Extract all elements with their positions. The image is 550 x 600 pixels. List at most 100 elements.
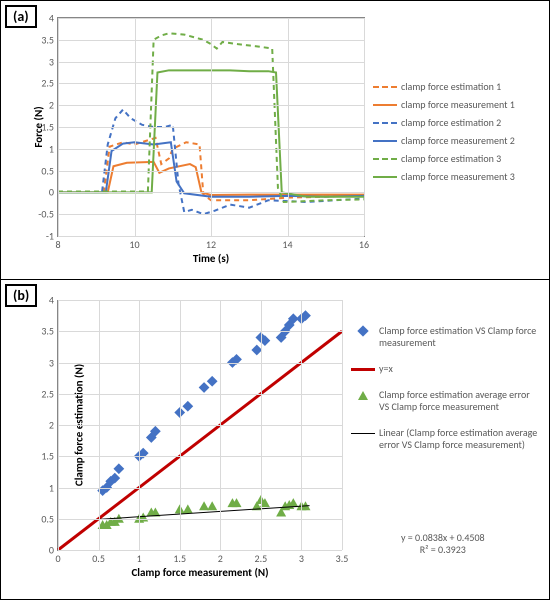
ytick-label: 0.5 [41,512,58,525]
plot-a-xlabel: Time (s) [193,252,229,265]
legend-item: Clamp force estimation VS Clamp force me… [351,325,541,349]
gridline-v [58,300,59,550]
gridline-v [99,300,100,550]
gridline-v [180,300,181,550]
gridline-v [301,300,302,550]
marker-diamond [113,463,124,474]
xtick-label: 1 [137,550,142,565]
gridline-v [58,18,59,236]
marker-diamond [199,382,210,393]
panel-b-label: (b) [5,284,37,307]
xtick-label: 10 [129,236,139,251]
marker-diamond [207,376,218,387]
legend-swatch [351,389,375,401]
legend-a: clamp force estimation 1 clamp force meas… [373,81,543,189]
ytick-label: 2.5 [41,387,58,400]
gridline-v [342,300,343,550]
gridline-h [58,331,342,332]
gridline-h [58,300,342,301]
ytick-label: 1.5 [41,121,58,134]
legend-item: Clamp force estimation average error VS … [351,389,541,413]
ytick-label: 2.5 [41,77,58,90]
legend-label: clamp force estimation 3 [401,153,543,165]
legend-label: Clamp force estimation VS Clamp force me… [379,325,541,349]
gridline-v [139,300,140,550]
plot-a-area: Force (N) Time (s) -1-0.500.511.522.533.… [57,17,365,237]
legend-swatch [373,135,397,147]
marker-triangle [199,501,209,510]
eqn-line2: R² = 0.3923 [401,544,485,556]
xtick-label: 3 [299,550,304,565]
gridline-h [58,394,342,395]
legend-label: clamp force estimation 2 [401,117,543,129]
legend-item: clamp force estimation 1 [373,81,543,93]
legend-swatch [373,153,397,165]
ytick-label: 3.5 [41,33,58,46]
legend-swatch [373,99,397,111]
gridline-h [58,488,342,489]
ytick-label: 0.5 [41,164,58,177]
legend-item: Linear (Clamp force estimation average e… [351,427,541,451]
legend-label: clamp force measurement 3 [401,171,543,183]
xtick-label: 0 [55,550,60,565]
legend-item: y=x [351,363,541,375]
gridline-v [211,18,212,236]
plot-b-xlabel: Clamp force measurement (N) [131,566,268,579]
ytick-label: 4 [49,294,58,307]
marker-triangle [207,501,217,510]
gridline-v [135,18,136,236]
xtick-label: 16 [359,236,369,251]
panel-a: (a) Force (N) Time (s) -1-0.500.511.522.… [1,1,549,279]
legend-label: Linear (Clamp force estimation average e… [379,427,541,451]
legend-label: Clamp force estimation average error VS … [379,389,541,413]
ytick-label: 3.5 [41,325,58,338]
legend-item: clamp force measurement 2 [373,135,543,147]
ytick-label: 4 [49,12,58,25]
marker-diamond [182,401,193,412]
legend-label: clamp force measurement 2 [401,135,543,147]
legend-item: clamp force measurement 3 [373,171,543,183]
panel-a-label: (a) [5,5,37,28]
ytick-label: 2 [49,99,58,112]
legend-b: Clamp force estimation VS Clamp force me… [351,325,541,465]
gridline-v [261,300,262,550]
gridline-h [58,456,342,457]
gridline-h [58,519,342,520]
ytick-label: 3 [49,356,58,369]
regression-equation: y = 0.0838x + 0.4508 R² = 0.3923 [401,532,485,556]
xtick-label: 8 [55,236,60,251]
plot-b-area: Clamp force estimation (N) Clamp force m… [57,300,342,551]
ytick-label: 1.5 [41,450,58,463]
ytick-label: 2 [49,419,58,432]
legend-item: clamp force estimation 3 [373,153,543,165]
legend-label: y=x [379,363,541,375]
reference-line [58,331,342,550]
gridline-h [58,363,342,364]
marker-triangle [183,504,193,513]
legend-swatch [373,117,397,129]
legend-item: clamp force measurement 1 [373,99,543,111]
xtick-label: 0.5 [92,550,105,565]
gridline-v [288,18,289,236]
ytick-label: -0.5 [38,208,58,221]
panel-b: (b) Clamp force estimation (N) Clamp for… [1,279,549,599]
xtick-label: 14 [282,236,292,251]
legend-swatch [373,171,397,183]
gridline-v [364,18,365,236]
figure-container: (a) Force (N) Time (s) -1-0.500.511.522.… [0,0,550,600]
xtick-label: 2 [218,550,223,565]
ytick-label: 3 [49,55,58,68]
legend-swatch [351,325,375,337]
xtick-label: 2.5 [255,550,268,565]
xtick-label: 12 [206,236,216,251]
ytick-label: 1 [49,142,58,155]
ytick-label: 1 [49,481,58,494]
legend-swatch [351,427,375,439]
ytick-label: 0 [49,186,58,199]
legend-swatch [351,363,375,375]
legend-item: clamp force estimation 2 [373,117,543,129]
gridline-h [58,425,342,426]
legend-label: clamp force measurement 1 [401,99,543,111]
gridline-v [220,300,221,550]
legend-label: clamp force estimation 1 [401,81,543,93]
